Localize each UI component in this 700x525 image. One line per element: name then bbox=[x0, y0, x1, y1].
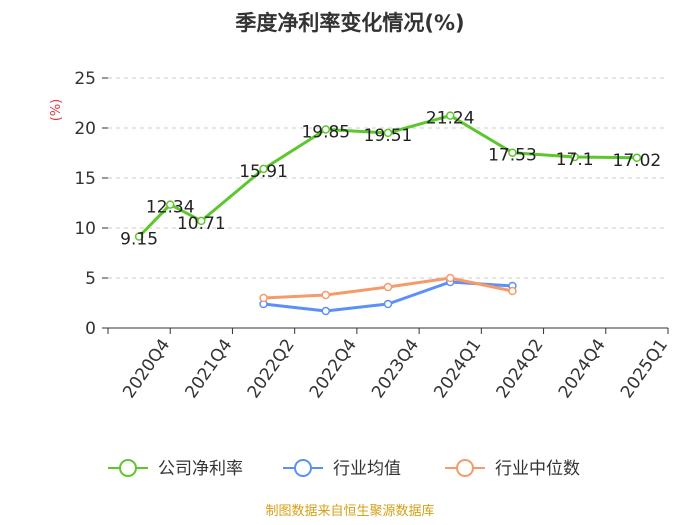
y-tick-label: 5 bbox=[85, 269, 96, 289]
data-point bbox=[321, 306, 331, 316]
series-group bbox=[134, 111, 642, 316]
data-point bbox=[508, 148, 517, 157]
x-tick-label: 2023Q4 bbox=[368, 335, 423, 402]
data-label: 19.51 bbox=[364, 126, 413, 146]
legend-item-2[interactable]: 行业中位数 bbox=[445, 459, 580, 479]
legend-marker bbox=[119, 459, 137, 477]
x-axis: 2020Q4 2021Q4 2022Q2 2022Q4 2023Q4 2024Q1 2024… bbox=[107, 327, 672, 402]
x-tick-label: 2020Q4 bbox=[119, 335, 174, 402]
legend-label: 行业中位数 bbox=[495, 459, 580, 479]
data-label: 17.02 bbox=[613, 151, 662, 171]
data-point bbox=[383, 299, 393, 309]
data-point bbox=[508, 286, 517, 296]
legend-item-0[interactable]: 公司净利率 bbox=[108, 459, 243, 479]
x-tick-label: 2024Q4 bbox=[555, 335, 610, 402]
data-point bbox=[321, 125, 331, 134]
data-label: 17.1 bbox=[556, 150, 594, 170]
data-point bbox=[570, 152, 579, 162]
data-point bbox=[383, 128, 393, 138]
data-point bbox=[259, 164, 268, 174]
x-tick-label: 2024Q1 bbox=[430, 335, 485, 402]
data-label: 9.15 bbox=[120, 230, 158, 250]
x-tick-label: 2022Q2 bbox=[244, 335, 299, 402]
data-label: 17.53 bbox=[488, 146, 537, 166]
series-line-0 bbox=[138, 114, 637, 238]
data-point bbox=[259, 293, 268, 303]
data-label: 21.24 bbox=[426, 109, 475, 129]
legend-marker bbox=[294, 459, 312, 477]
y-tick-label: 25 bbox=[74, 69, 96, 89]
data-point bbox=[445, 273, 455, 283]
data-label: 12.34 bbox=[146, 198, 195, 218]
x-tick-label: 2022Q4 bbox=[306, 335, 361, 402]
x-tick-label: 2021Q4 bbox=[181, 335, 236, 402]
y-tick-label: 15 bbox=[74, 169, 96, 189]
legend-item-1[interactable]: 行业均值 bbox=[283, 459, 401, 479]
data-label: 19.85 bbox=[301, 123, 350, 143]
data-label: 15.91 bbox=[239, 162, 288, 182]
gridlines bbox=[108, 77, 668, 279]
legend-marker bbox=[456, 459, 474, 477]
data-point bbox=[197, 216, 206, 226]
data-point bbox=[632, 153, 642, 163]
chart-title: 季度净利率变化情况(%) bbox=[235, 11, 464, 35]
data-point bbox=[134, 232, 144, 241]
y-tick-label: 20 bbox=[74, 119, 96, 139]
legend[interactable]: 公司净利率 行业均值 行业中位数 bbox=[108, 459, 580, 479]
x-tick-label: 2025Q1 bbox=[617, 335, 672, 402]
x-tick-label: 2024Q2 bbox=[493, 335, 548, 402]
legend-label: 公司净利率 bbox=[158, 459, 243, 479]
data-point bbox=[165, 200, 175, 209]
y-tick-label: 10 bbox=[74, 219, 96, 239]
data-point bbox=[445, 111, 455, 120]
data-point bbox=[321, 290, 331, 300]
y-axis-ticks: 0 5 10 15 20 25 bbox=[74, 69, 108, 339]
y-axis-unit: (%) bbox=[49, 99, 64, 122]
data-label: 10.71 bbox=[177, 214, 226, 234]
data-point bbox=[383, 282, 393, 292]
y-tick-label: 0 bbox=[85, 319, 96, 339]
legend-label: 行业均值 bbox=[333, 459, 401, 479]
source-note: 制图数据来自恒生聚源数据库 bbox=[265, 503, 434, 519]
